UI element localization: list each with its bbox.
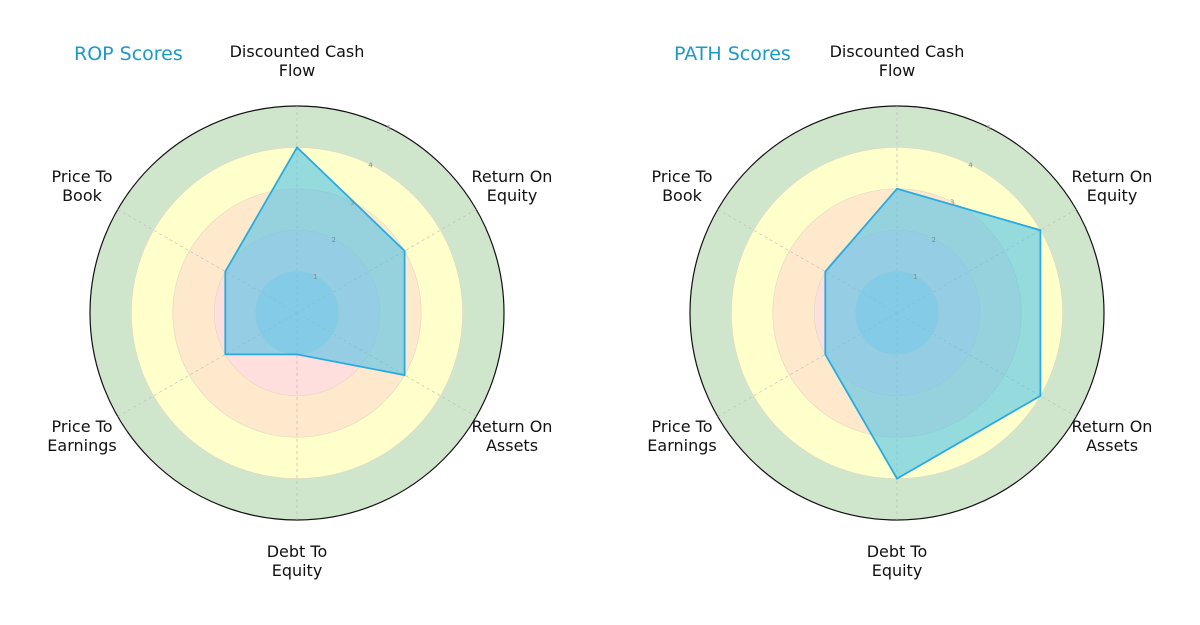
axis-label: Discounted Cash Flow [830, 42, 965, 80]
r-tick-label: 1 [313, 273, 317, 281]
axis-label-line: Equity [1087, 186, 1138, 205]
axis-label-line: Book [662, 186, 703, 205]
spoke [117, 209, 298, 314]
axis-label: Return On Assets [1072, 417, 1153, 455]
spoke [117, 312, 298, 417]
r-tick-label: 2 [932, 236, 936, 244]
axis-label-line: Return On [1072, 417, 1153, 436]
axis-label: Return On Equity [1072, 167, 1153, 205]
axis-label: Price To Book [652, 167, 713, 205]
axis-label-line: Assets [1086, 436, 1138, 455]
axis-label: Price To Earnings [647, 417, 716, 455]
spoke [717, 209, 898, 314]
axis-label-line: Book [62, 186, 103, 205]
axis-label-line: Price To [52, 417, 113, 436]
r-tick-label: 4 [968, 162, 973, 170]
axis-label-line: Equity [487, 186, 538, 205]
axis-label: Debt To Equity [267, 542, 328, 580]
chart-title: ROP Scores [74, 43, 183, 65]
r-tick-label: 3 [950, 199, 954, 207]
r-tick-label: 5 [987, 125, 991, 133]
axis-label-line: Flow [279, 61, 316, 80]
axis-label: Discounted Cash Flow [230, 42, 365, 80]
r-tick-label: 1 [913, 273, 917, 281]
axis-label-line: Earnings [47, 436, 116, 455]
r-tick-label: 5 [387, 125, 391, 133]
axis-label-line: Flow [879, 61, 916, 80]
r-tick-label: 4 [368, 162, 373, 170]
axis-label-line: Discounted Cash [230, 42, 365, 61]
axis-label: Return On Equity [472, 167, 553, 205]
axis-label: Debt To Equity [867, 542, 928, 580]
axis-label: Return On Assets [472, 417, 553, 455]
axis-label: Price To Book [52, 167, 113, 205]
axis-label-line: Return On [472, 167, 553, 186]
axis-label-line: Equity [272, 561, 323, 580]
axis-label-line: Earnings [647, 436, 716, 455]
axis-label-line: Price To [652, 167, 713, 186]
axis-label-line: Return On [1072, 167, 1153, 186]
axis-label-line: Price To [52, 167, 113, 186]
axis-label-line: Return On [472, 417, 553, 436]
axis-label-line: Debt To [867, 542, 928, 561]
chart-title: PATH Scores [674, 43, 791, 65]
axis-label: Price To Earnings [47, 417, 116, 455]
r-tick-label: 3 [350, 199, 354, 207]
axis-label-line: Price To [652, 417, 713, 436]
axis-label-line: Assets [486, 436, 538, 455]
spoke [717, 312, 898, 417]
axis-label-line: Debt To [267, 542, 328, 561]
r-tick-label: 2 [332, 236, 336, 244]
axis-label-line: Discounted Cash [830, 42, 965, 61]
axis-label-line: Equity [872, 561, 923, 580]
